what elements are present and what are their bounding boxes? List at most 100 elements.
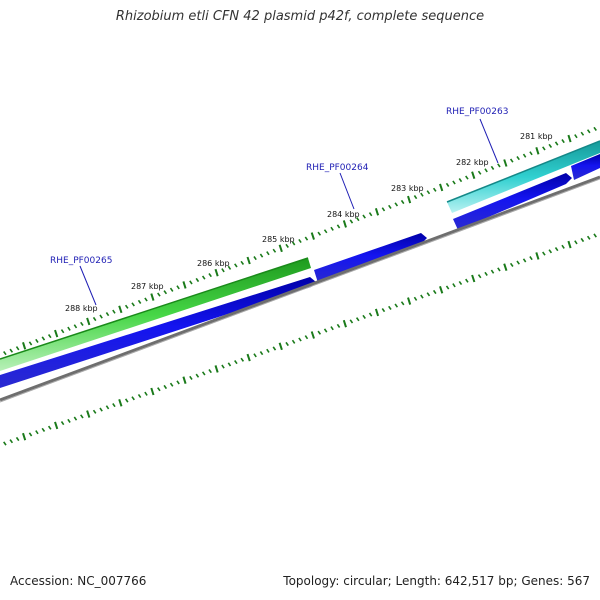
svg-text:RHE_PF00264: RHE_PF00264	[306, 163, 369, 173]
inner-tick	[28, 432, 33, 437]
outer-tick	[471, 171, 476, 180]
inner-tick	[291, 339, 296, 344]
inner-tick	[182, 376, 187, 384]
outer-tick	[407, 195, 412, 204]
outer-tick	[9, 348, 14, 353]
cds-arrow-rhe-pf00263[interactable]	[453, 173, 572, 230]
inner-tick-ring	[3, 233, 597, 446]
inner-tick	[22, 432, 27, 441]
outer-tick	[291, 241, 296, 246]
genome-backbone	[0, 175, 600, 403]
outer-tick	[330, 226, 334, 231]
cds-arrow-next[interactable]	[571, 154, 600, 180]
inner-tick	[420, 294, 424, 299]
inner-tick	[208, 369, 212, 374]
outer-tick	[355, 217, 360, 222]
outer-tick	[47, 334, 52, 339]
outer-tick	[362, 214, 366, 219]
inner-tick	[227, 362, 232, 367]
inner-tick	[509, 262, 514, 267]
outer-tick	[169, 287, 174, 292]
outer-tick	[586, 129, 591, 134]
outer-tick	[259, 253, 264, 258]
inner-tick	[362, 314, 366, 319]
inner-tick	[240, 357, 245, 362]
outer-tick	[548, 143, 553, 148]
inner-tick	[413, 296, 418, 301]
inner-tick	[214, 365, 219, 373]
outer-tick	[465, 175, 469, 180]
inner-tick	[336, 323, 341, 328]
gene-label-rhe-pf00264[interactable]: RHE_PF00264	[306, 163, 369, 210]
topology-summary: Topology: circular; Length: 642,517 bp; …	[283, 574, 590, 588]
inner-tick	[60, 421, 65, 426]
outer-tick	[509, 158, 514, 163]
outer-tick	[234, 263, 238, 268]
outer-tick	[189, 280, 193, 285]
inner-tick	[484, 271, 488, 276]
outer-tick	[394, 202, 399, 207]
inner-tick	[567, 240, 572, 249]
outer-tick	[227, 265, 232, 270]
inner-tick	[150, 387, 155, 396]
outer-tick	[285, 243, 289, 248]
kbp-label-286: 286 kbp	[197, 259, 230, 268]
inner-tick	[439, 285, 444, 294]
outer-tick	[240, 260, 245, 265]
kbp-label-287: 287 kbp	[131, 282, 164, 291]
outer-tick	[484, 168, 488, 173]
outer-tick	[67, 326, 71, 331]
outer-tick	[163, 290, 168, 295]
inner-tick	[503, 263, 508, 272]
outer-tick	[124, 304, 129, 309]
inner-tick	[144, 391, 148, 396]
kbp-label-285: 285 kbp	[262, 235, 295, 244]
outer-tick	[593, 126, 597, 131]
outer-tick	[22, 342, 27, 350]
accession-text: Accession: NC_007766	[10, 574, 147, 588]
outer-tick	[503, 159, 508, 167]
inner-tick	[285, 341, 289, 347]
inner-tick	[201, 371, 206, 376]
cds-arrow-rhe-pf00264[interactable]	[314, 233, 427, 283]
kbp-label-288: 288 kbp	[65, 304, 98, 313]
gene-feature-rhe-pf00265[interactable]	[0, 257, 311, 371]
outer-tick	[195, 277, 200, 283]
inner-tick	[47, 425, 52, 430]
gene-feature-rhe-pf00263[interactable]	[446, 140, 600, 213]
outer-tick	[182, 281, 187, 289]
inner-tick	[221, 364, 225, 369]
outer-tick	[574, 134, 578, 139]
inner-tick	[105, 405, 110, 410]
inner-tick	[92, 409, 97, 414]
inner-tick	[529, 256, 533, 261]
outer-tick	[80, 321, 84, 326]
inner-tick	[253, 353, 257, 358]
outer-tick	[516, 156, 520, 161]
outer-tick	[535, 147, 540, 155]
outer-tick	[381, 207, 386, 212]
inner-tick	[445, 285, 450, 290]
outer-tick	[580, 131, 585, 136]
inner-tick	[477, 274, 482, 279]
inner-tick	[548, 249, 553, 254]
inner-tick	[67, 418, 71, 423]
outer-tick	[272, 248, 277, 253]
outer-tick	[426, 190, 431, 195]
gene-label-rhe-pf00263[interactable]: RHE_PF00263	[446, 107, 508, 164]
outer-tick	[529, 151, 533, 156]
inner-tick	[323, 328, 328, 333]
outer-tick	[490, 165, 495, 170]
outer-tick	[317, 231, 322, 236]
cds-arrow-rhe-pf00265[interactable]	[0, 277, 316, 388]
outer-tick	[157, 292, 161, 297]
outer-tick	[54, 329, 59, 338]
outer-tick	[554, 141, 559, 146]
gene-label-rhe-pf00265[interactable]: RHE_PF00265	[50, 256, 112, 306]
outer-tick-ring	[3, 126, 597, 356]
svg-text:RHE_PF00265: RHE_PF00265	[50, 256, 112, 266]
outer-tick	[400, 199, 405, 205]
outer-tick	[336, 224, 341, 229]
inner-tick	[388, 305, 392, 310]
outer-tick	[420, 192, 424, 197]
